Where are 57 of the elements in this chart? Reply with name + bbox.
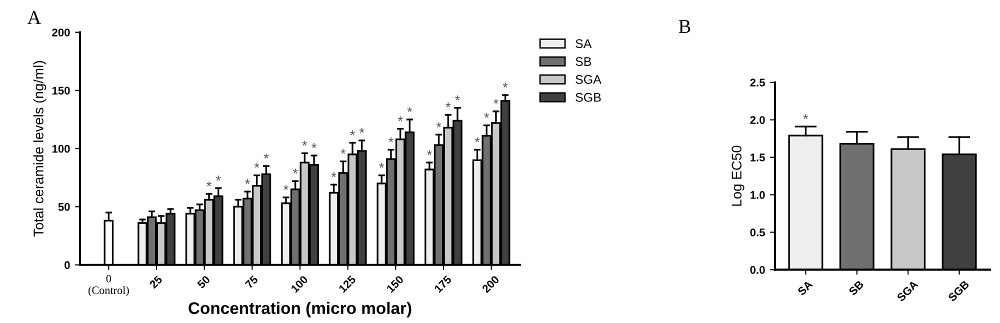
- x-tick-label: 50: [196, 275, 211, 289]
- x-axis-title: Concentration (micro molar): [188, 302, 412, 318]
- data-label: *: [388, 137, 394, 142]
- x-tick-label: 175: [434, 275, 452, 293]
- chart-title: B: [678, 20, 690, 33]
- data-label: *: [359, 128, 364, 133]
- data-label: *: [494, 98, 498, 104]
- x-tick-label: 75: [244, 275, 258, 289]
- data-label: *: [331, 172, 336, 178]
- y-tick-label: 100: [52, 144, 70, 153]
- data-label: *: [264, 154, 269, 158]
- y-tick-label: 2.0: [750, 116, 765, 124]
- data-label: *: [254, 162, 260, 168]
- data-label: *: [502, 82, 508, 88]
- legend-label: SGA: [576, 75, 602, 84]
- x-tick-label: SA: [797, 280, 814, 296]
- data-label: *: [206, 181, 212, 186]
- y-tick-label: 1.5: [750, 154, 765, 162]
- y-tick-label: 150: [52, 86, 70, 95]
- x-tick-label: 200: [482, 275, 500, 294]
- data-label: *: [474, 137, 480, 142]
- x-tick-label: 100: [290, 275, 308, 293]
- x-tick-label: 150: [386, 275, 404, 293]
- y-axis-title: Total ceramide levels (ng/ml): [33, 61, 46, 237]
- data-label: *: [436, 122, 442, 128]
- x-tick-label: 25: [148, 275, 163, 289]
- y-axis-title: Log EC50: [732, 146, 744, 206]
- data-label: *: [283, 184, 288, 190]
- data-label: *: [398, 116, 403, 122]
- y-tick-label: 1.0: [750, 191, 765, 199]
- legend-label: SA: [576, 39, 592, 48]
- data-label: *: [455, 95, 460, 100]
- y-tick-label: 200: [52, 28, 70, 36]
- y-tick-label: 0.0: [750, 266, 765, 274]
- legend-label: SGB: [576, 92, 601, 102]
- data-label: *: [302, 140, 308, 146]
- data-label: *: [312, 143, 317, 148]
- y-tick-label: 2.5: [750, 78, 765, 86]
- y-tick-label: 0.5: [750, 228, 765, 236]
- data-label: *: [407, 107, 412, 112]
- legend-label: SB: [576, 57, 592, 66]
- data-label: *: [803, 114, 808, 120]
- data-label: *: [350, 130, 355, 136]
- x-tick-label: 0 (Control): [88, 274, 129, 296]
- data-label: *: [446, 102, 451, 108]
- y-tick-label: 0: [64, 261, 70, 269]
- y-tick-label: 50: [58, 202, 70, 211]
- data-label: *: [379, 162, 384, 168]
- data-label: *: [216, 176, 221, 181]
- chart-title: A: [27, 11, 42, 24]
- data-label: *: [245, 179, 250, 184]
- x-tick-label: 125: [338, 275, 356, 293]
- data-label: *: [484, 112, 490, 118]
- data-label: *: [292, 168, 298, 174]
- data-label: *: [426, 150, 432, 155]
- data-label: *: [340, 148, 346, 154]
- x-tick-label: SB: [848, 280, 864, 296]
